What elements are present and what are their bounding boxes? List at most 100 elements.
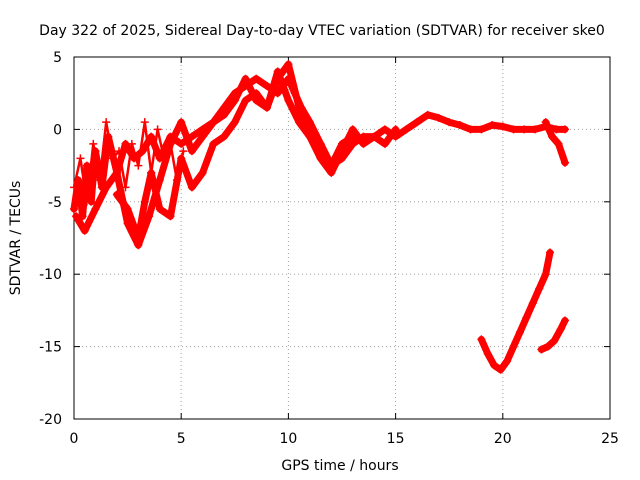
data-point-trace-d-13 (153, 125, 162, 134)
data-point-trace-g-4 (560, 316, 569, 325)
data-point-trace-b-29 (380, 139, 389, 148)
data-point-trace-a-3 (82, 161, 91, 170)
data-point-trace-e-2 (554, 139, 563, 148)
data-point-trace-b-10 (177, 118, 186, 127)
data-point-trace-g-2 (550, 336, 559, 345)
data-point-trace-a-0 (70, 205, 78, 214)
x-tick-label-0: 0 (70, 431, 79, 447)
data-point-trace-e-1 (548, 132, 557, 141)
data-point-trace-b-27 (359, 139, 368, 148)
data-point-trace-b-3 (102, 183, 111, 192)
data-point-trace-d-5 (102, 118, 111, 127)
data-point-trace-d-2 (82, 197, 91, 206)
data-point-trace-c-6 (166, 212, 175, 221)
data-point-trace-c-22 (338, 139, 346, 148)
data-point-trace-a-37 (402, 125, 411, 134)
data-point-trace-b-16 (241, 74, 250, 83)
data-point-trace-a-52 (560, 125, 569, 134)
data-point-trace-c-18 (295, 103, 304, 112)
data-point-trace-d-15 (166, 139, 175, 148)
data-point-trace-f-5 (509, 342, 518, 351)
data-point-trace-b-26 (348, 125, 357, 134)
data-point-trace-a-51 (552, 125, 561, 134)
data-point-trace-b-7 (145, 212, 154, 221)
data-point-trace-b-14 (220, 110, 229, 119)
data-point-trace-a-43 (466, 125, 475, 134)
data-point-trace-a-46 (498, 122, 507, 131)
y-tick-label--10: -10 (39, 267, 62, 283)
data-point-trace-a-22 (252, 74, 261, 83)
data-point-trace-c-16 (273, 74, 282, 83)
data-point-trace-g-0 (537, 345, 546, 354)
series-trace-f (477, 248, 554, 374)
data-point-trace-a-41 (445, 118, 454, 127)
data-point-trace-e-0 (541, 118, 550, 127)
data-point-trace-b-11 (187, 147, 196, 156)
data-point-trace-b-13 (209, 118, 218, 127)
series-line-trace-f (477, 249, 554, 374)
x-tick-label-20: 20 (494, 431, 512, 447)
x-axis-label: GPS time / hours (281, 458, 398, 474)
data-point-trace-d-10 (134, 161, 143, 170)
data-point-trace-a-49 (530, 125, 539, 134)
y-tick-label--5: -5 (48, 195, 62, 211)
data-point-trace-c-2 (134, 234, 143, 242)
data-point-trace-f-7 (522, 313, 531, 322)
y-tick-label-0: 0 (53, 122, 62, 138)
series-line-trace-g (537, 317, 569, 353)
data-point-trace-b-28 (370, 132, 379, 141)
data-point-trace-b-23 (316, 154, 325, 163)
series-trace-g (537, 316, 569, 354)
data-point-trace-c-15 (262, 103, 271, 112)
data-point-trace-a-23 (262, 81, 271, 90)
data-point-trace-b-8 (155, 176, 164, 185)
data-point-trace-c-17 (284, 60, 293, 69)
data-point-trace-b-12 (198, 132, 207, 141)
data-point-trace-f-11 (545, 248, 554, 257)
data-point-trace-e-3 (560, 158, 569, 167)
data-point-trace-b-2 (91, 205, 100, 214)
y-axis-label: SDTVAR / TECUs (8, 181, 24, 296)
series-trace-e (541, 118, 569, 167)
data-point-trace-d-3 (89, 139, 98, 148)
data-point-trace-f-3 (496, 365, 505, 374)
y-tick-label--15: -15 (39, 340, 62, 356)
data-point-trace-b-20 (284, 96, 293, 105)
data-point-trace-c-21 (327, 161, 336, 170)
series-line-trace-e (542, 118, 569, 167)
data-point-trace-c-11 (220, 132, 229, 141)
data-point-trace-c-3 (140, 197, 149, 206)
data-point-trace-a-12 (147, 132, 156, 141)
data-point-trace-d-6 (108, 154, 117, 163)
series-trace-d (70, 118, 188, 206)
data-point-trace-b-24 (327, 168, 336, 177)
chart-title: Day 322 of 2025, Sidereal Day-to-day VTE… (39, 23, 605, 39)
series-line-trace-d (72, 120, 185, 204)
data-point-trace-f-10 (541, 270, 550, 279)
data-point-trace-c-1 (123, 205, 132, 214)
data-point-trace-c-13 (241, 96, 250, 105)
data-point-trace-a-35 (380, 125, 389, 134)
data-point-trace-a-39 (423, 110, 432, 119)
data-point-trace-c-20 (316, 139, 325, 148)
data-point-trace-d-17 (179, 147, 188, 156)
x-tick-label-5: 5 (177, 431, 186, 447)
data-point-trace-c-10 (209, 139, 218, 148)
x-tick-label-25: 25 (601, 431, 619, 447)
data-point-trace-f-2 (490, 361, 499, 370)
data-point-trace-c-0 (112, 190, 121, 199)
y-tick-label-5: 5 (53, 50, 62, 66)
data-point-trace-g-1 (543, 342, 552, 351)
x-tick-label-15: 15 (387, 431, 405, 447)
data-point-trace-a-38 (413, 118, 422, 127)
data-point-trace-f-0 (477, 335, 486, 344)
data-point-trace-c-19 (305, 132, 314, 141)
data-point-trace-c-9 (198, 168, 207, 177)
data-point-trace-d-9 (127, 139, 136, 148)
data-point-trace-f-9 (535, 284, 544, 293)
data-point-trace-c-12 (230, 118, 239, 127)
data-point-trace-f-4 (503, 357, 512, 366)
data-point-trace-c-14 (252, 89, 261, 98)
data-point-trace-a-44 (477, 125, 486, 134)
